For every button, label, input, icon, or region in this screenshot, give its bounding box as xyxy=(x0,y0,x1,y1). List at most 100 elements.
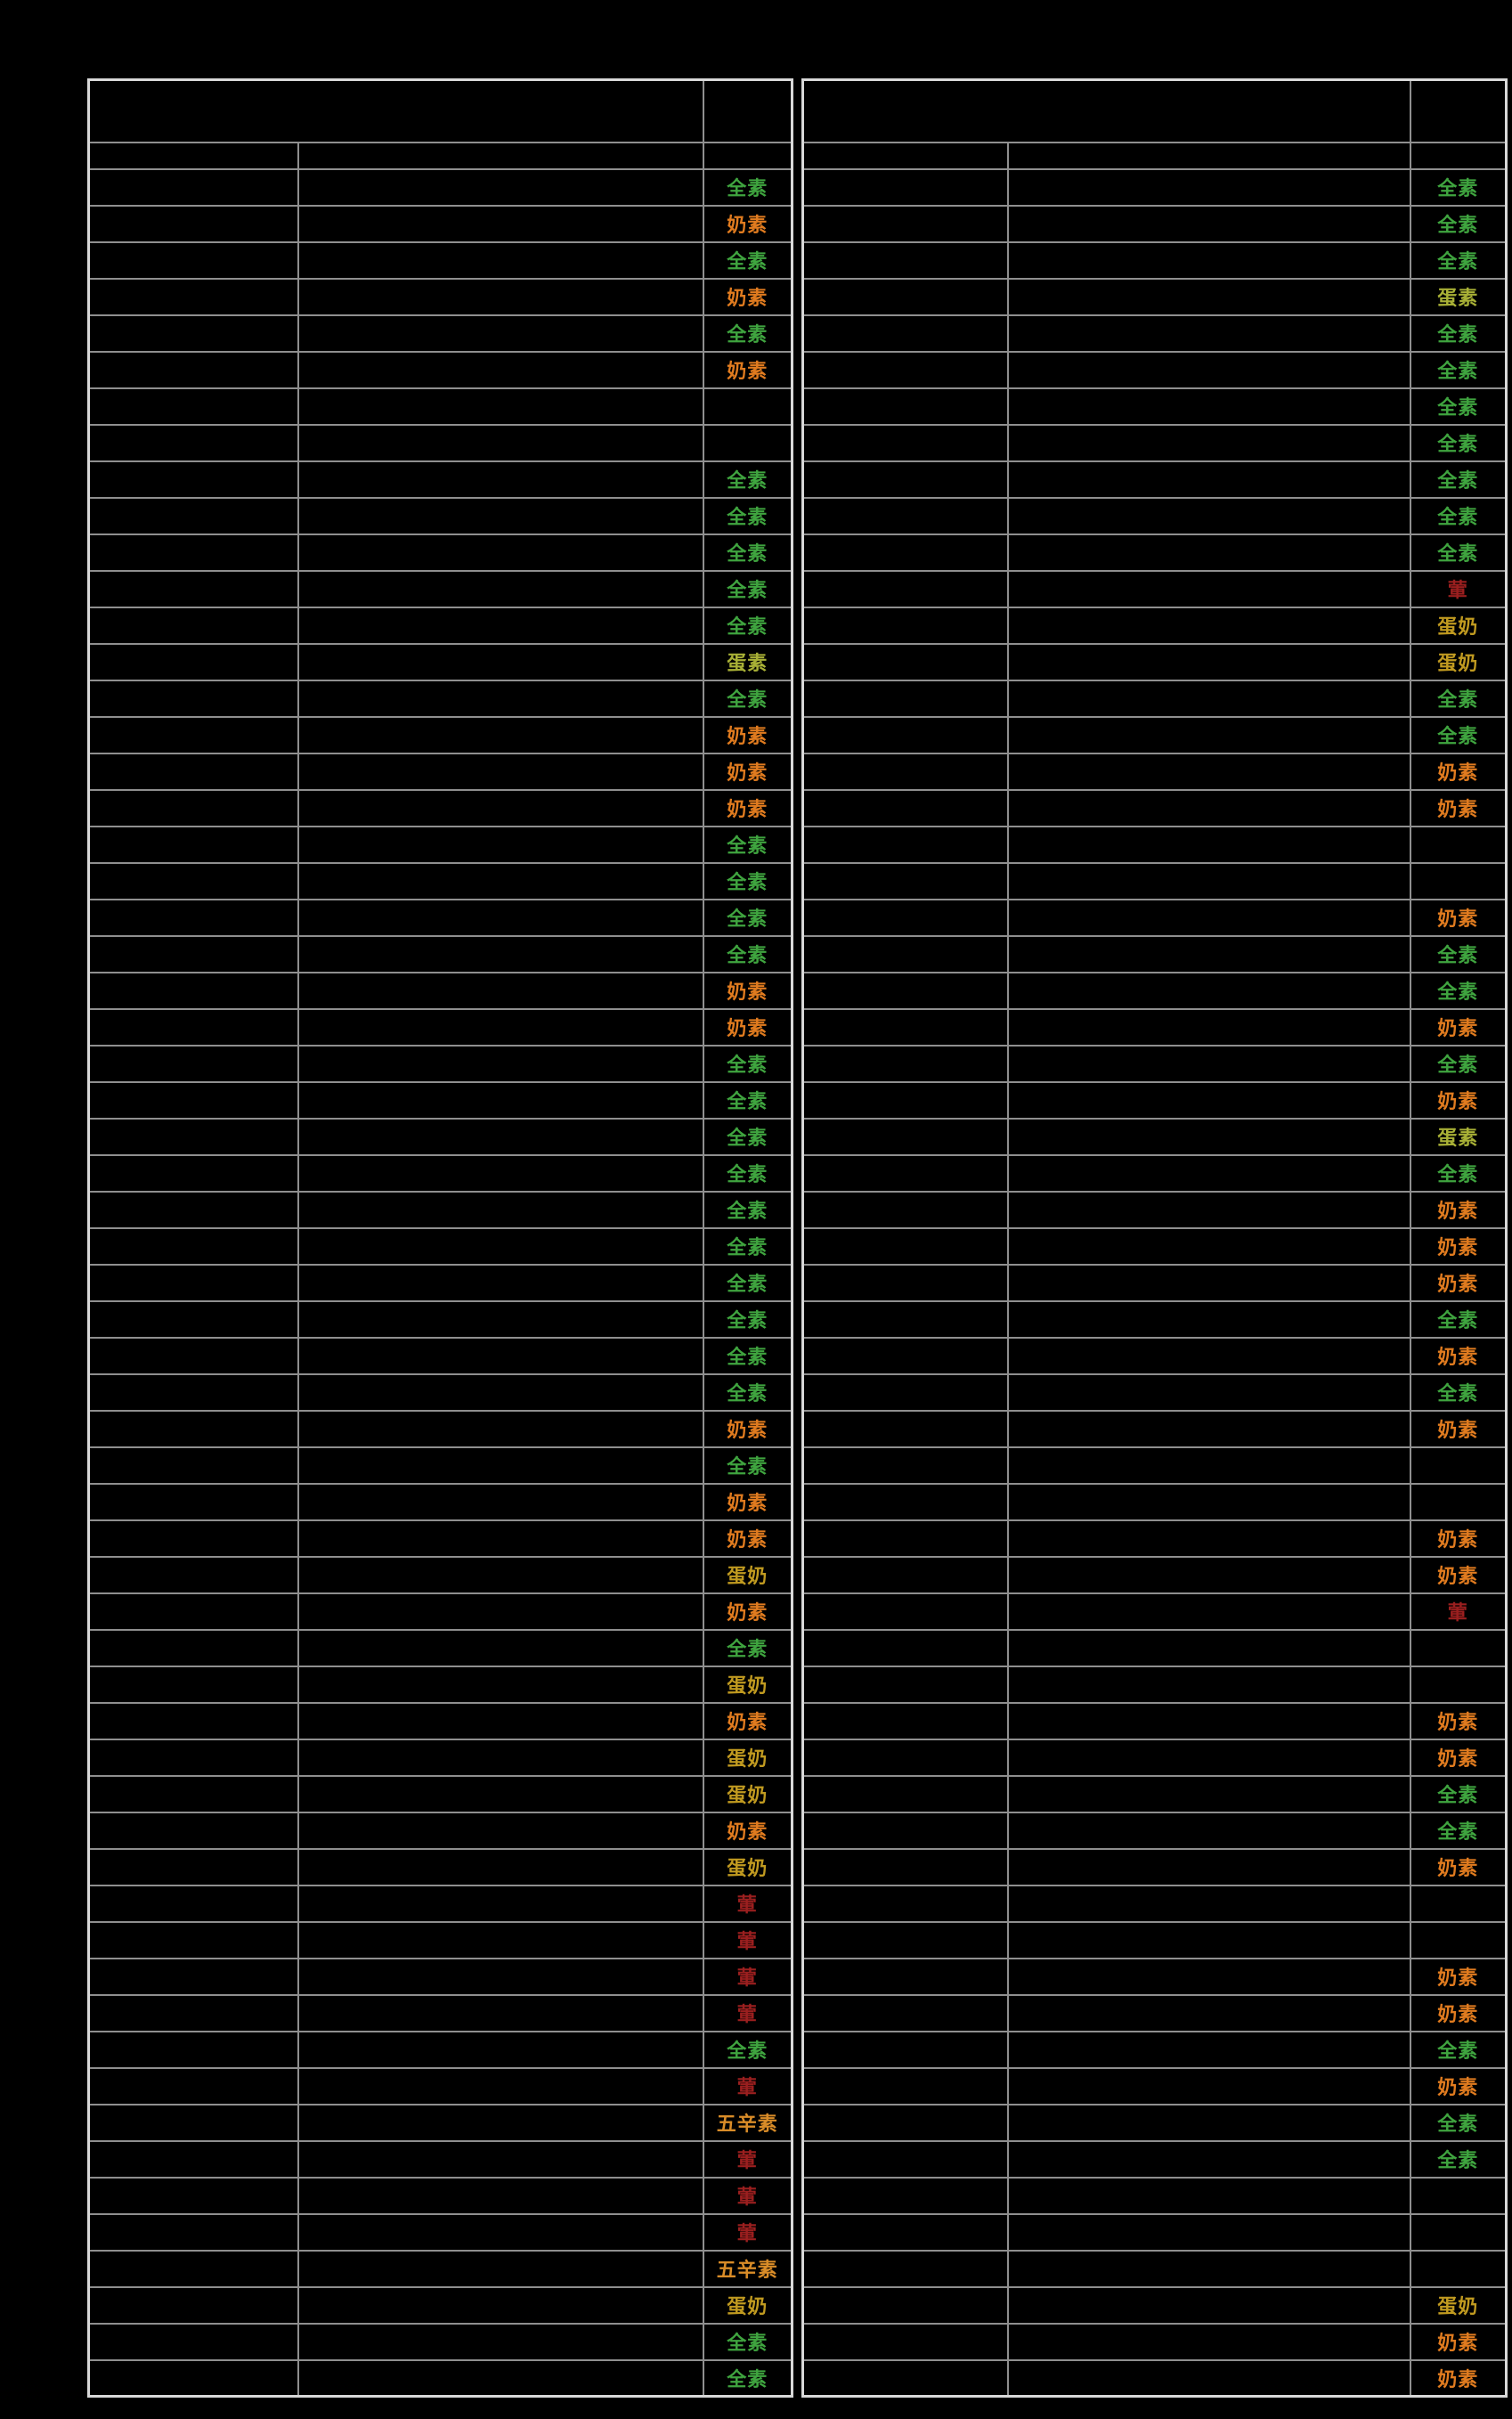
item-name-cell xyxy=(1006,277,1411,316)
item-name-cell xyxy=(1006,715,1411,754)
diet-label-cell: 奶素 xyxy=(1409,752,1508,791)
diet-label-cell: 全素 xyxy=(702,314,793,353)
category-cell xyxy=(87,2285,299,2325)
item-name-cell xyxy=(1006,1628,1411,1667)
category-cell xyxy=(87,314,299,353)
item-name-cell xyxy=(1006,1190,1411,1229)
table-row: 蛋奶 xyxy=(801,2285,1508,2325)
table-row: 全素 xyxy=(87,1628,793,1667)
diet-label-cell: 奶素 xyxy=(702,1811,793,1850)
menu-table-right: 全素 全素 全素 蛋素 全素 全素 全素 全素 全素 全素 全素葷蛋奶 蛋奶 全素 全素 奶素 奶素 奶素 全素全… xyxy=(801,78,1508,2398)
item-name-cell xyxy=(297,1190,704,1229)
category-cell xyxy=(801,1738,1009,1777)
item-name-cell xyxy=(1006,752,1411,791)
category-cell xyxy=(87,240,299,280)
left-table-subheader-row xyxy=(87,141,793,170)
item-name-cell xyxy=(297,533,704,572)
diet-label-cell: 奶素 xyxy=(1409,1007,1508,1047)
table-row: 全素 xyxy=(87,2322,793,2361)
table-row: 全素 xyxy=(801,1774,1508,1813)
diet-label-cell: 五辛素 xyxy=(702,2249,793,2288)
table-row: 奶素 xyxy=(801,1519,1508,1558)
diet-label-cell: 奶素 xyxy=(1409,1957,1508,1996)
diet-label-cell: 全素 xyxy=(1409,715,1508,754)
table-row: 蛋奶 xyxy=(801,606,1508,645)
table-row: 奶素 xyxy=(87,277,793,316)
item-name-cell xyxy=(1006,569,1411,608)
diet-label-cell: 蛋素 xyxy=(1409,1117,1508,1156)
category-cell xyxy=(801,2066,1009,2105)
table-row: 全素 xyxy=(801,715,1508,754)
category-cell xyxy=(87,1957,299,1996)
table-row: 全素 xyxy=(87,2358,793,2398)
right-label-col-subheader xyxy=(1409,141,1508,170)
table-row: 葷 xyxy=(87,2139,793,2179)
table-row: 全素 xyxy=(801,1811,1508,1850)
item-name-cell xyxy=(1006,496,1411,535)
diet-label-cell: 葷 xyxy=(702,1920,793,1959)
diet-label-cell: 奶素 xyxy=(702,350,793,389)
diet-label-cell: 全素 xyxy=(702,861,793,900)
diet-label-cell xyxy=(1409,1920,1508,1959)
diet-label-cell: 奶素 xyxy=(1409,1519,1508,1558)
item-name-cell xyxy=(297,460,704,499)
table-row: 奶素 xyxy=(801,1336,1508,1375)
item-name-cell xyxy=(297,1519,704,1558)
diet-label-cell: 蛋素 xyxy=(1409,277,1508,316)
diet-label-cell: 奶素 xyxy=(702,277,793,316)
table-row: 全素 xyxy=(801,1372,1508,1412)
diet-label-cell: 奶素 xyxy=(702,1482,793,1521)
table-row: 全素 xyxy=(87,934,793,973)
table-row: 奶素 xyxy=(801,788,1508,827)
diet-label-cell: 蛋奶 xyxy=(702,1665,793,1704)
item-name-cell xyxy=(1006,1774,1411,1813)
item-name-cell xyxy=(297,2176,704,2215)
table-row: 蛋奶 xyxy=(87,1555,793,1594)
table-row: 全素 xyxy=(87,1153,793,1193)
table-row: 蛋奶 xyxy=(87,1665,793,1704)
category-cell xyxy=(801,1519,1009,1558)
table-row: 全素 xyxy=(801,2030,1508,2069)
right-category-col-header xyxy=(801,141,1009,170)
item-name-cell xyxy=(1006,898,1411,937)
category-cell xyxy=(801,1372,1009,1412)
table-row: 蛋奶 xyxy=(87,1738,793,1777)
category-cell xyxy=(801,2322,1009,2361)
category-cell xyxy=(87,1884,299,1923)
diet-label-cell: 奶素 xyxy=(1409,1263,1508,1302)
item-name-cell xyxy=(1006,1592,1411,1631)
item-name-cell xyxy=(297,1993,704,2032)
item-name-cell xyxy=(297,2030,704,2069)
item-name-cell xyxy=(1006,1519,1411,1558)
diet-label-cell: 全素 xyxy=(1409,204,1508,243)
category-cell xyxy=(87,423,299,462)
category-cell xyxy=(801,350,1009,389)
category-cell xyxy=(801,1153,1009,1193)
diet-label-cell: 全素 xyxy=(702,167,793,207)
category-cell xyxy=(87,788,299,827)
item-name-cell xyxy=(297,387,704,426)
item-name-cell xyxy=(297,752,704,791)
item-name-cell xyxy=(297,642,704,681)
table-row: 全素 xyxy=(87,1336,793,1375)
category-cell xyxy=(801,1080,1009,1120)
diet-label-cell: 全素 xyxy=(702,1226,793,1266)
item-name-cell xyxy=(297,2322,704,2361)
category-cell xyxy=(801,1446,1009,1485)
diet-label-cell: 葷 xyxy=(702,2139,793,2179)
left-name-col-header xyxy=(297,141,704,170)
item-name-cell xyxy=(297,277,704,316)
table-row: 奶素 xyxy=(801,1226,1508,1266)
category-cell xyxy=(801,1409,1009,1448)
category-cell xyxy=(87,1263,299,1302)
diet-label-cell xyxy=(1409,825,1508,864)
diet-label-cell: 奶素 xyxy=(702,1409,793,1448)
left-category-col-header xyxy=(87,141,299,170)
item-name-cell xyxy=(297,934,704,973)
diet-label-cell: 奶素 xyxy=(1409,1336,1508,1375)
category-cell xyxy=(801,423,1009,462)
diet-label-cell: 奶素 xyxy=(1409,2066,1508,2105)
category-cell xyxy=(87,1190,299,1229)
item-name-cell xyxy=(297,2249,704,2288)
table-row: 全素 xyxy=(87,569,793,608)
